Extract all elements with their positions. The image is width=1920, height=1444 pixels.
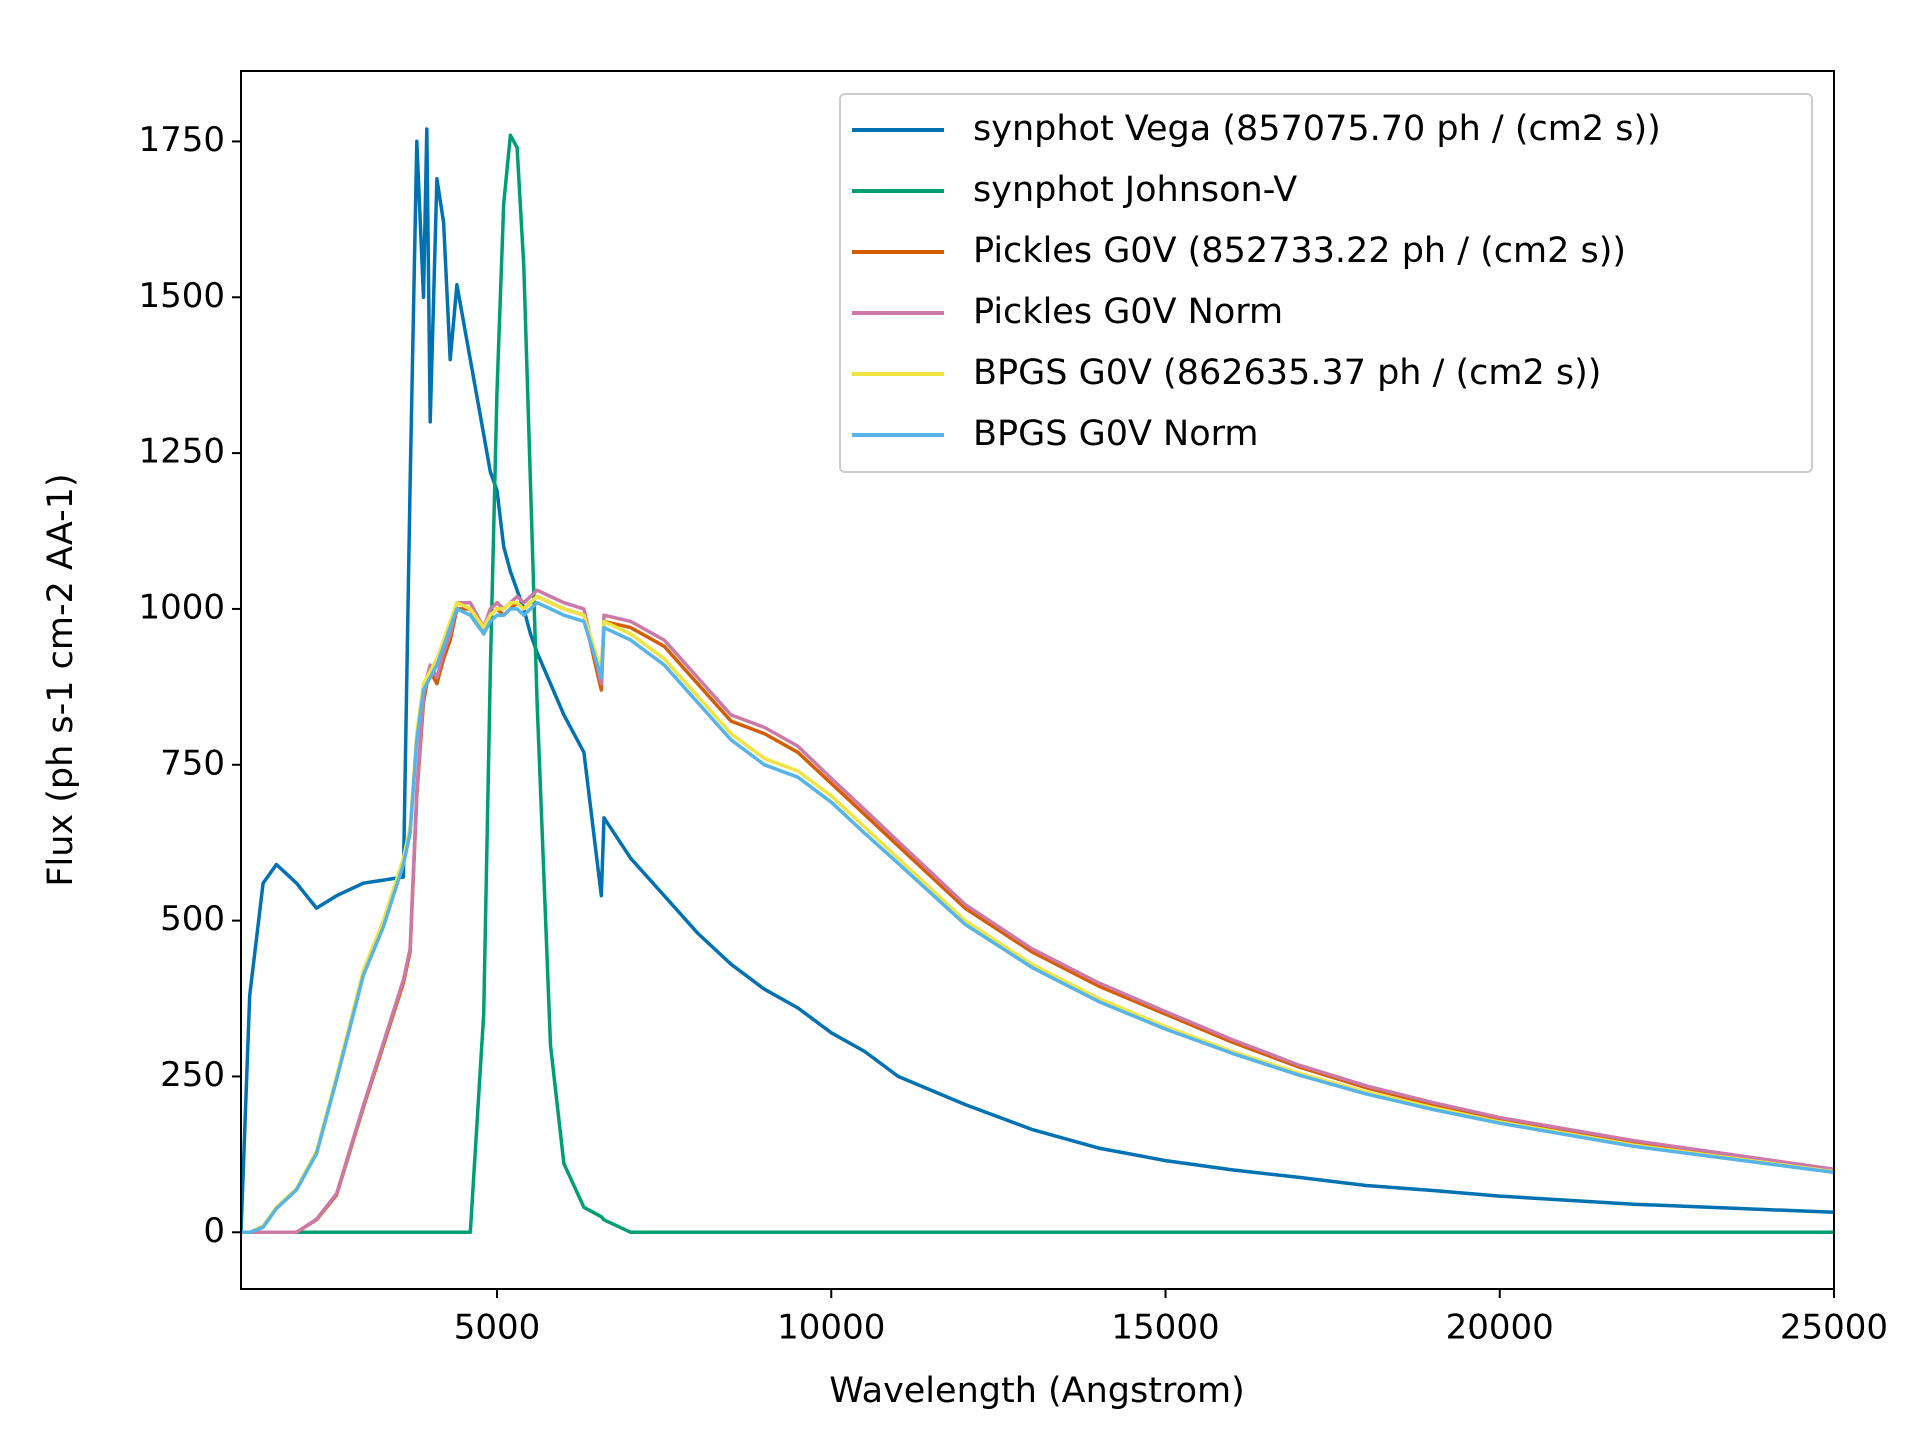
- y-axis-label: Flux (ph s-1 cm-2 AA-1): [41, 473, 81, 886]
- y-tick-label: 1250: [138, 432, 225, 472]
- legend-label: BPGS G0V Norm: [973, 414, 1259, 454]
- y-tick-label: 250: [160, 1055, 225, 1095]
- axes-frame: [240, 70, 1835, 1290]
- x-tick-label: 10000: [777, 1308, 885, 1348]
- y-tick-label: 1000: [138, 587, 225, 627]
- x-axis-label: Wavelength (Angstrom): [829, 1371, 1245, 1411]
- series-line: [241, 594, 1834, 1235]
- y-tick-label: 1500: [138, 276, 225, 316]
- series-line: [241, 600, 1834, 1235]
- x-tick-label: 15000: [1111, 1308, 1219, 1348]
- series-line: [241, 133, 1834, 1235]
- y-tick-label: 500: [160, 899, 225, 939]
- plot-area: [241, 127, 1834, 1235]
- y-tick-label: 750: [160, 743, 225, 783]
- series-line: [241, 588, 1834, 1235]
- legend-box: [839, 93, 1813, 473]
- legend-label: synphot Vega (857075.70 ph / (cm2 s)): [973, 109, 1661, 149]
- legend: synphot Vega (857075.70 ph / (cm2 s)) syn…: [839, 93, 1813, 473]
- legend-label: Pickles G0V Norm: [973, 292, 1283, 332]
- y-tick-label: 0: [203, 1211, 225, 1251]
- legend-label: synphot Johnson-V: [973, 170, 1297, 210]
- x-tick-label: 25000: [1780, 1308, 1888, 1348]
- legend-label: Pickles G0V (852733.22 ph / (cm2 s)): [973, 231, 1626, 271]
- x-tick-label: 20000: [1446, 1308, 1554, 1348]
- legend-label: BPGS G0V (862635.37 ph / (cm2 s)): [973, 353, 1601, 393]
- y-tick-label: 1750: [138, 120, 225, 160]
- x-tick-label: 5000: [454, 1308, 541, 1348]
